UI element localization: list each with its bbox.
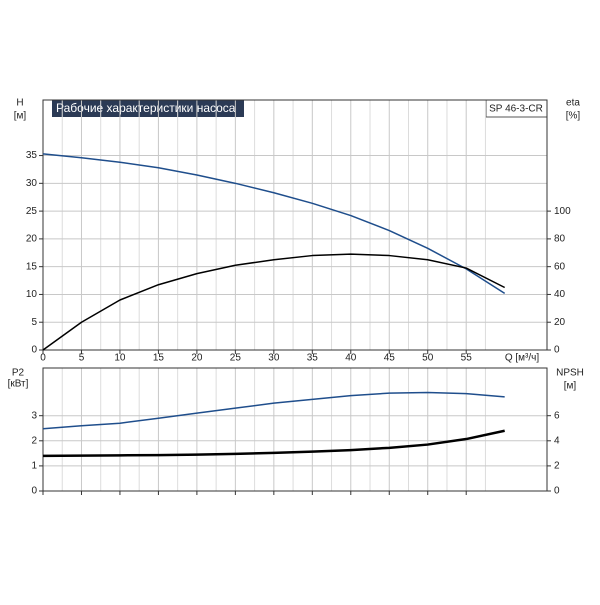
x-tick-label: 0 — [40, 353, 46, 364]
y2-tick-label: 4 — [554, 435, 560, 446]
y2-axis-unit: [м] — [564, 381, 577, 392]
x-tick-label: 45 — [384, 353, 396, 364]
model-label: SP 46-3-CR — [489, 104, 543, 115]
chart-title: Рабочие характеристики насоса — [56, 101, 236, 115]
series-line — [42, 391, 505, 430]
y-tick-label: 35 — [26, 150, 38, 161]
y2-tick-label: 40 — [554, 289, 566, 300]
y2-tick-label: 20 — [554, 317, 566, 328]
x-tick-label: 10 — [114, 353, 126, 364]
y-axis-label: H — [16, 98, 23, 109]
y2-tick-label: 2 — [554, 461, 560, 472]
y-tick-label: 10 — [26, 289, 38, 300]
y-axis-label: P2 — [12, 368, 25, 379]
plot-frame — [42, 367, 548, 492]
y2-tick-label: 6 — [554, 410, 560, 421]
x-tick-label: 5 — [79, 353, 85, 364]
y2-tick-label: 80 — [554, 234, 566, 245]
y-tick-label: 5 — [31, 317, 37, 328]
y-tick-label: 1 — [31, 461, 37, 472]
series-line — [42, 153, 506, 294]
y-tick-label: 2 — [31, 435, 37, 446]
y2-axis-label: NPSH — [556, 368, 584, 379]
x-tick-label: 55 — [461, 353, 473, 364]
y-tick-label: 15 — [26, 261, 38, 272]
y2-tick-label: 100 — [554, 206, 571, 217]
x-tick-label: 25 — [230, 353, 242, 364]
y-tick-label: 0 — [31, 345, 37, 356]
x-tick-label: 15 — [153, 353, 165, 364]
x-tick-label: 50 — [422, 353, 434, 364]
y2-axis-label: eta — [566, 98, 580, 109]
x-tick-label: 35 — [307, 353, 319, 364]
series-line — [42, 253, 506, 351]
y2-tick-label: 60 — [554, 261, 566, 272]
x-axis-label: Q [м³/ч] — [505, 353, 540, 364]
y-tick-label: 20 — [26, 234, 38, 245]
x-tick-label: 20 — [191, 353, 203, 364]
x-tick-label: 30 — [268, 353, 280, 364]
y2-tick-label: 0 — [554, 486, 560, 497]
x-tick-label: 40 — [345, 353, 357, 364]
y-tick-label: 3 — [31, 410, 37, 421]
series-line — [42, 429, 505, 458]
y-tick-label: 30 — [26, 178, 38, 189]
y-tick-label: 25 — [26, 206, 38, 217]
y-axis-unit: [м] — [14, 111, 27, 122]
title-box — [52, 100, 244, 117]
y-tick-label: 0 — [31, 486, 37, 497]
y2-axis-unit: [%] — [566, 111, 581, 122]
y-axis-unit: [кВт] — [8, 379, 29, 390]
plot-frame — [42, 99, 548, 351]
y2-tick-label: 0 — [554, 345, 560, 356]
